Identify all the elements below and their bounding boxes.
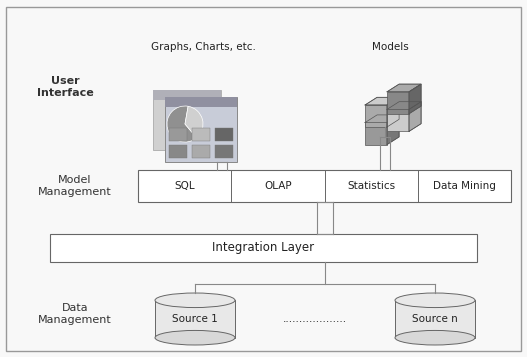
Text: Source n: Source n bbox=[412, 314, 458, 324]
Polygon shape bbox=[387, 84, 421, 92]
Wedge shape bbox=[185, 106, 203, 138]
Polygon shape bbox=[387, 115, 399, 145]
FancyBboxPatch shape bbox=[138, 170, 511, 202]
Polygon shape bbox=[387, 97, 399, 127]
Wedge shape bbox=[167, 106, 197, 142]
Text: Graphs, Charts, etc.: Graphs, Charts, etc. bbox=[151, 42, 256, 52]
Text: OLAP: OLAP bbox=[264, 181, 291, 191]
Polygon shape bbox=[387, 102, 421, 109]
FancyBboxPatch shape bbox=[153, 90, 221, 150]
Text: ...................: ................... bbox=[283, 314, 347, 324]
FancyBboxPatch shape bbox=[155, 300, 235, 338]
Text: Statistics: Statistics bbox=[347, 181, 395, 191]
FancyBboxPatch shape bbox=[387, 109, 409, 131]
FancyBboxPatch shape bbox=[215, 145, 233, 158]
FancyBboxPatch shape bbox=[169, 145, 187, 158]
Ellipse shape bbox=[395, 331, 475, 345]
Ellipse shape bbox=[395, 293, 475, 308]
FancyBboxPatch shape bbox=[365, 122, 387, 145]
FancyBboxPatch shape bbox=[192, 128, 210, 141]
Text: Data Mining: Data Mining bbox=[433, 181, 496, 191]
FancyBboxPatch shape bbox=[395, 300, 475, 338]
Text: Data
Management: Data Management bbox=[38, 303, 112, 325]
FancyBboxPatch shape bbox=[165, 97, 237, 107]
Polygon shape bbox=[365, 115, 399, 122]
FancyBboxPatch shape bbox=[165, 97, 237, 162]
FancyBboxPatch shape bbox=[6, 7, 521, 351]
FancyBboxPatch shape bbox=[387, 92, 409, 114]
Text: SQL: SQL bbox=[174, 181, 195, 191]
Text: User
Interface: User Interface bbox=[36, 76, 93, 98]
Polygon shape bbox=[365, 97, 399, 105]
Text: Model
Management: Model Management bbox=[38, 175, 112, 197]
FancyBboxPatch shape bbox=[365, 105, 387, 127]
FancyBboxPatch shape bbox=[215, 128, 233, 141]
FancyBboxPatch shape bbox=[169, 128, 187, 141]
Text: Models: Models bbox=[372, 42, 408, 52]
FancyBboxPatch shape bbox=[50, 234, 477, 262]
Ellipse shape bbox=[155, 331, 235, 345]
Polygon shape bbox=[409, 84, 421, 114]
Polygon shape bbox=[409, 102, 421, 131]
FancyBboxPatch shape bbox=[192, 145, 210, 158]
Text: Source 1: Source 1 bbox=[172, 314, 218, 324]
FancyBboxPatch shape bbox=[153, 90, 221, 100]
Text: Integration Layer: Integration Layer bbox=[212, 241, 315, 255]
Ellipse shape bbox=[155, 293, 235, 308]
